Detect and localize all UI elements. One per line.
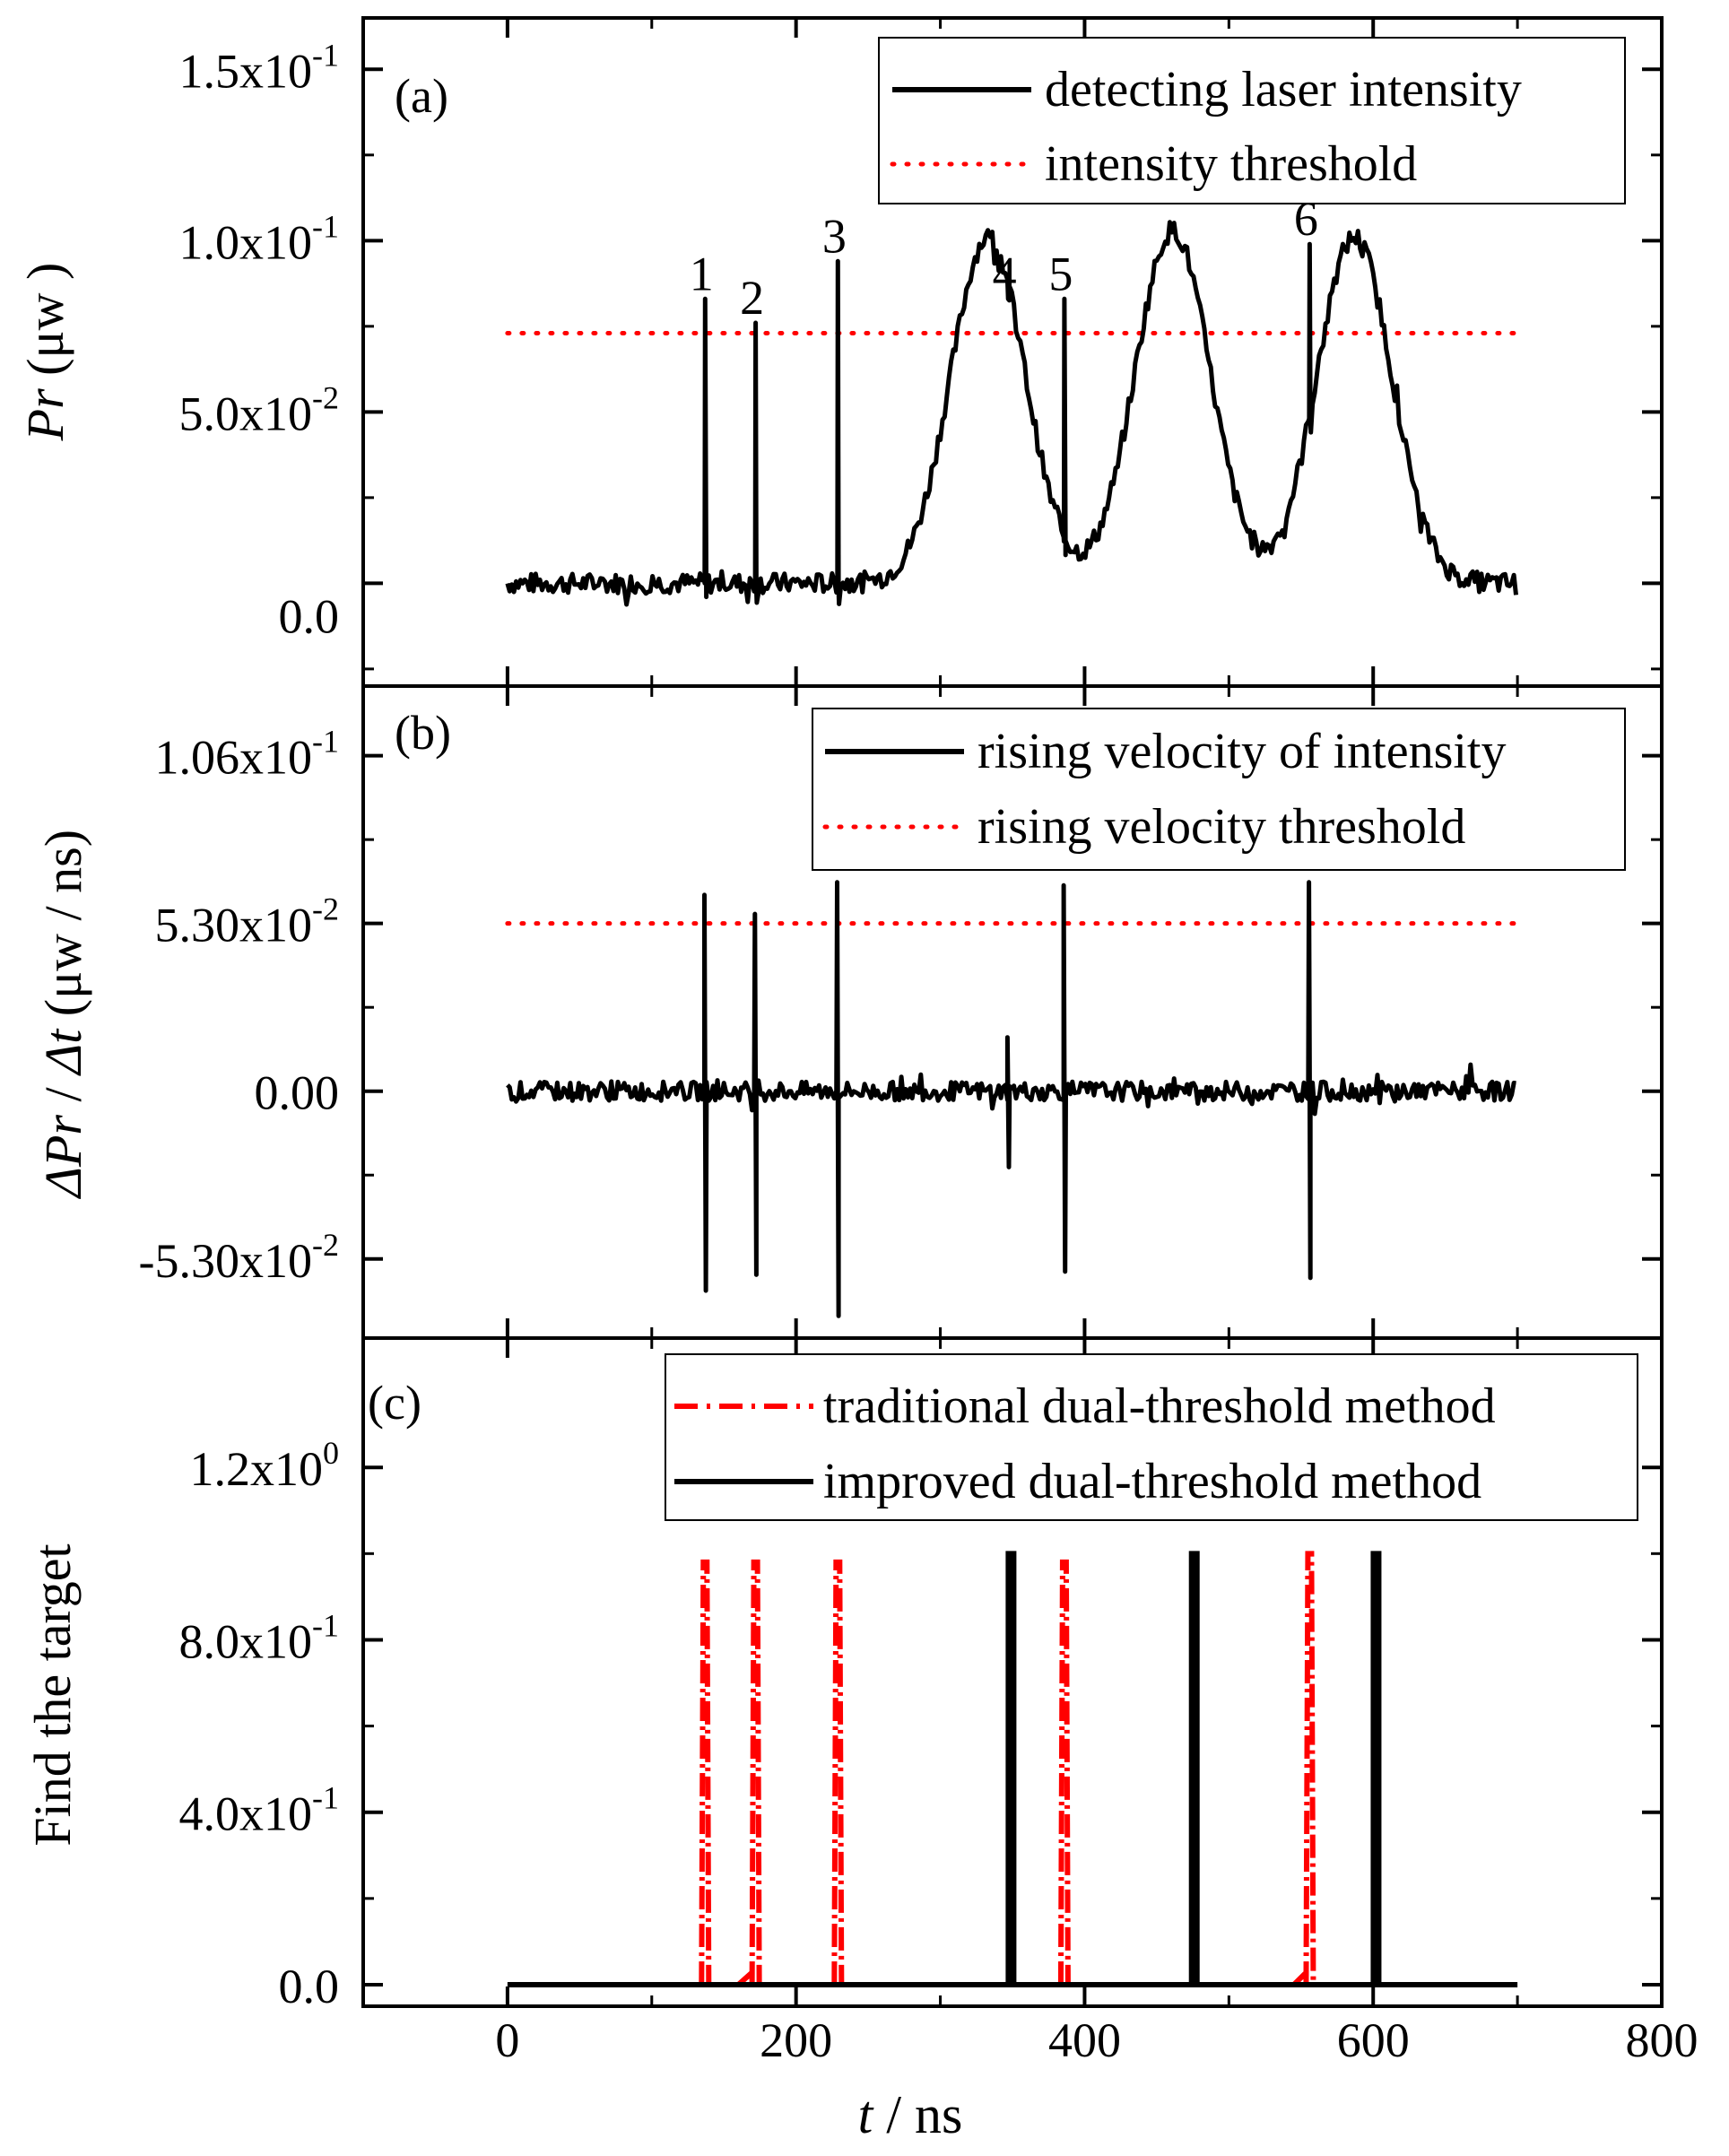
y-tick-label: -5.30x10-2	[139, 1227, 339, 1288]
traditional-method-spike	[1291, 1551, 1316, 1987]
panel-a-spike-labels: 1 234 56	[690, 192, 1318, 325]
legend-detecting-laser-intensity: detecting laser intensity	[1045, 62, 1522, 117]
y-tick-label-exponent: -1	[312, 1780, 339, 1816]
legend-intensity-threshold: intensity threshold	[1045, 136, 1417, 192]
panel-a-legend: detecting laser intensity intensity thre…	[878, 37, 1626, 204]
panel-b-ticks	[363, 686, 1664, 1338]
legend-improved-dual-threshold-method: improved dual-threshold method	[823, 1454, 1481, 1509]
y-tick-label-exponent: -2	[312, 1227, 339, 1263]
y-tick-label-base: 0.0	[279, 1960, 340, 2013]
legend-rising-velocity-threshold: rising velocity threshold	[977, 799, 1465, 855]
spike-label-4: 4	[993, 247, 1017, 300]
x-tick-label: 0	[495, 2013, 519, 2067]
y-tick-label-exponent: -1	[312, 37, 339, 73]
y-tick-label: 5.0x10-2	[179, 379, 340, 440]
y-tick-label-exponent: -2	[312, 379, 339, 415]
panel-c-ticks	[363, 1338, 1664, 2006]
panel-c-y-axis-label: Find the target	[23, 1543, 82, 1846]
y-tick-label-base: 4.0x10	[179, 1787, 313, 1841]
x-axis-label-unit: / ns	[873, 2085, 962, 2144]
y-tick-label: 8.0x10-1	[179, 1607, 340, 1668]
panel-b-label: (b)	[395, 706, 451, 760]
y-tick-label: 1.5x10-1	[179, 37, 340, 98]
y-tick-label: 0.0	[279, 1960, 340, 2013]
y-tick-label: 0.0	[279, 589, 340, 643]
y-tick-label-exponent: -1	[312, 1607, 339, 1643]
panel-a-y-axis-label-unit: (μw )	[16, 263, 74, 389]
y-tick-label: 1.0x10-1	[179, 208, 340, 269]
panel-a-legend-box	[878, 37, 1626, 204]
panel-b: 1.06x10-15.30x10-20.00-5.30x10-2 (b) ΔPr…	[34, 684, 1664, 1340]
y-tick-label-base: 0.00	[255, 1066, 340, 1120]
panel-b-rising-velocity-line	[506, 880, 1516, 1318]
traditional-method-spike	[736, 1559, 762, 1987]
y-tick-label-base: 5.0x10	[179, 387, 313, 440]
panel-a-y-axis-label: Pr (μw )	[16, 263, 74, 442]
x-axis-label: t / ns	[858, 2085, 963, 2144]
traditional-method-spike	[1057, 1559, 1071, 1985]
traditional-method-spike	[699, 1559, 712, 1985]
panel-b-legend-box	[812, 708, 1626, 871]
panel-c-legend: traditional dual-threshold method improv…	[665, 1353, 1638, 1521]
y-tick-label-exponent: -1	[312, 208, 339, 244]
panel-b-y-tick-labels: 1.06x10-15.30x10-20.00-5.30x10-2	[139, 724, 339, 1288]
spike-label-3: 3	[822, 209, 847, 263]
panel-c-label: (c)	[368, 1376, 421, 1430]
panel-a-y-tick-labels: 1.5x10-11.0x10-15.0x10-20.0	[179, 37, 340, 643]
x-axis-label-symbol: t	[858, 2085, 874, 2144]
y-tick-label: 1.06x10-1	[155, 724, 340, 785]
y-tick-label-base: 8.0x10	[179, 1614, 313, 1668]
y-tick-label-base: 1.5x10	[179, 44, 313, 98]
panel-c-legend-box	[665, 1353, 1638, 1521]
panel-b-y-axis-label-numerator: ΔPr	[34, 1115, 92, 1199]
y-tick-label-base: 1.0x10	[179, 215, 313, 269]
legend-traditional-dual-threshold-method: traditional dual-threshold method	[823, 1378, 1496, 1434]
x-tick-label: 200	[760, 2013, 832, 2067]
x-tick-label: 600	[1337, 2013, 1410, 2067]
y-tick-label: 1.2x100	[190, 1435, 340, 1496]
spike-label-2: 2	[740, 271, 764, 325]
panel-a-label: (a)	[395, 69, 448, 123]
panel-b-y-axis-label-separator: /	[34, 1074, 92, 1115]
y-tick-label-base: -5.30x10	[139, 1234, 312, 1288]
panel-b-y-axis-label-unit: (μw / ns)	[34, 830, 92, 1030]
y-tick-label-base: 5.30x10	[155, 899, 313, 952]
y-tick-label-base: 0.0	[279, 589, 340, 643]
panel-c-x-tick-labels: 0 200 400 600 800	[495, 2013, 1698, 2067]
panel-a-y-axis-label-symbol: Pr	[16, 388, 74, 441]
y-tick-label-exponent: -1	[312, 724, 339, 760]
panel-b-y-axis-label-denominator: Δt	[34, 1028, 92, 1076]
panel-b-legend: rising velocity of intensity rising velo…	[812, 708, 1626, 871]
panel-c-improved-method-line	[507, 1551, 1518, 1987]
spike-label-5: 5	[1048, 247, 1073, 300]
spike-label-1: 1	[690, 247, 714, 300]
y-tick-label-base: 1.06x10	[155, 731, 313, 785]
panel-b-y-axis-label: ΔPr / Δt (μw / ns)	[34, 830, 92, 1199]
x-tick-label: 800	[1626, 2013, 1699, 2067]
y-tick-label-exponent: -2	[312, 891, 339, 927]
panel-a: 1.5x10-11.0x10-15.0x10-20.0 (a) Pr (μw )…	[16, 16, 1664, 688]
panel-a-detecting-laser-intensity-line	[505, 220, 1518, 607]
y-tick-label-exponent: 0	[323, 1435, 339, 1471]
y-tick-label: 4.0x10-1	[179, 1780, 340, 1841]
y-tick-label-base: 1.2x10	[190, 1442, 324, 1496]
panel-c-frame	[361, 1336, 1664, 2008]
legend-rising-velocity-of-intensity: rising velocity of intensity	[977, 724, 1506, 779]
y-tick-label: 5.30x10-2	[155, 891, 340, 952]
traditional-method-spike	[831, 1559, 845, 1985]
y-tick-label: 0.00	[255, 1066, 340, 1120]
x-tick-label: 400	[1048, 2013, 1121, 2067]
